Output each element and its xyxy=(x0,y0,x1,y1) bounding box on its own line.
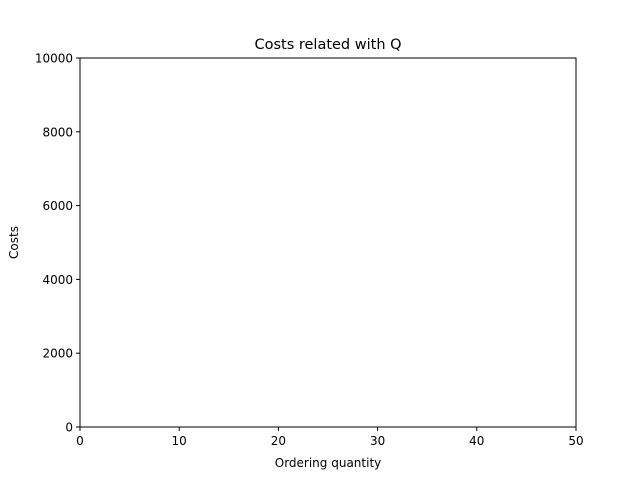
x-axis-ticks: 0 10 20 30 40 50 xyxy=(76,427,584,448)
y-tick-label: 8000 xyxy=(42,125,73,139)
plot-area xyxy=(79,57,577,428)
x-tick-label: 10 xyxy=(172,434,187,448)
y-tick-label: 6000 xyxy=(42,199,73,213)
x-tick-label: 40 xyxy=(469,434,484,448)
y-tick-label: 0 xyxy=(65,421,73,435)
x-tick-label: 50 xyxy=(568,434,583,448)
y-tick-label: 2000 xyxy=(42,347,73,361)
y-axis-label: Costs xyxy=(7,226,21,259)
y-tick-label: 4000 xyxy=(42,273,73,287)
x-tick-label: 30 xyxy=(370,434,385,448)
chart-title: Costs related with Q xyxy=(254,37,401,53)
x-tick-label: 0 xyxy=(76,434,84,448)
x-axis-label: Ordering quantity xyxy=(275,456,382,470)
y-tick-label: 10000 xyxy=(35,52,73,66)
x-tick-label: 20 xyxy=(271,434,286,448)
y-axis-ticks: 0 2000 4000 6000 8000 10000 xyxy=(35,52,80,435)
